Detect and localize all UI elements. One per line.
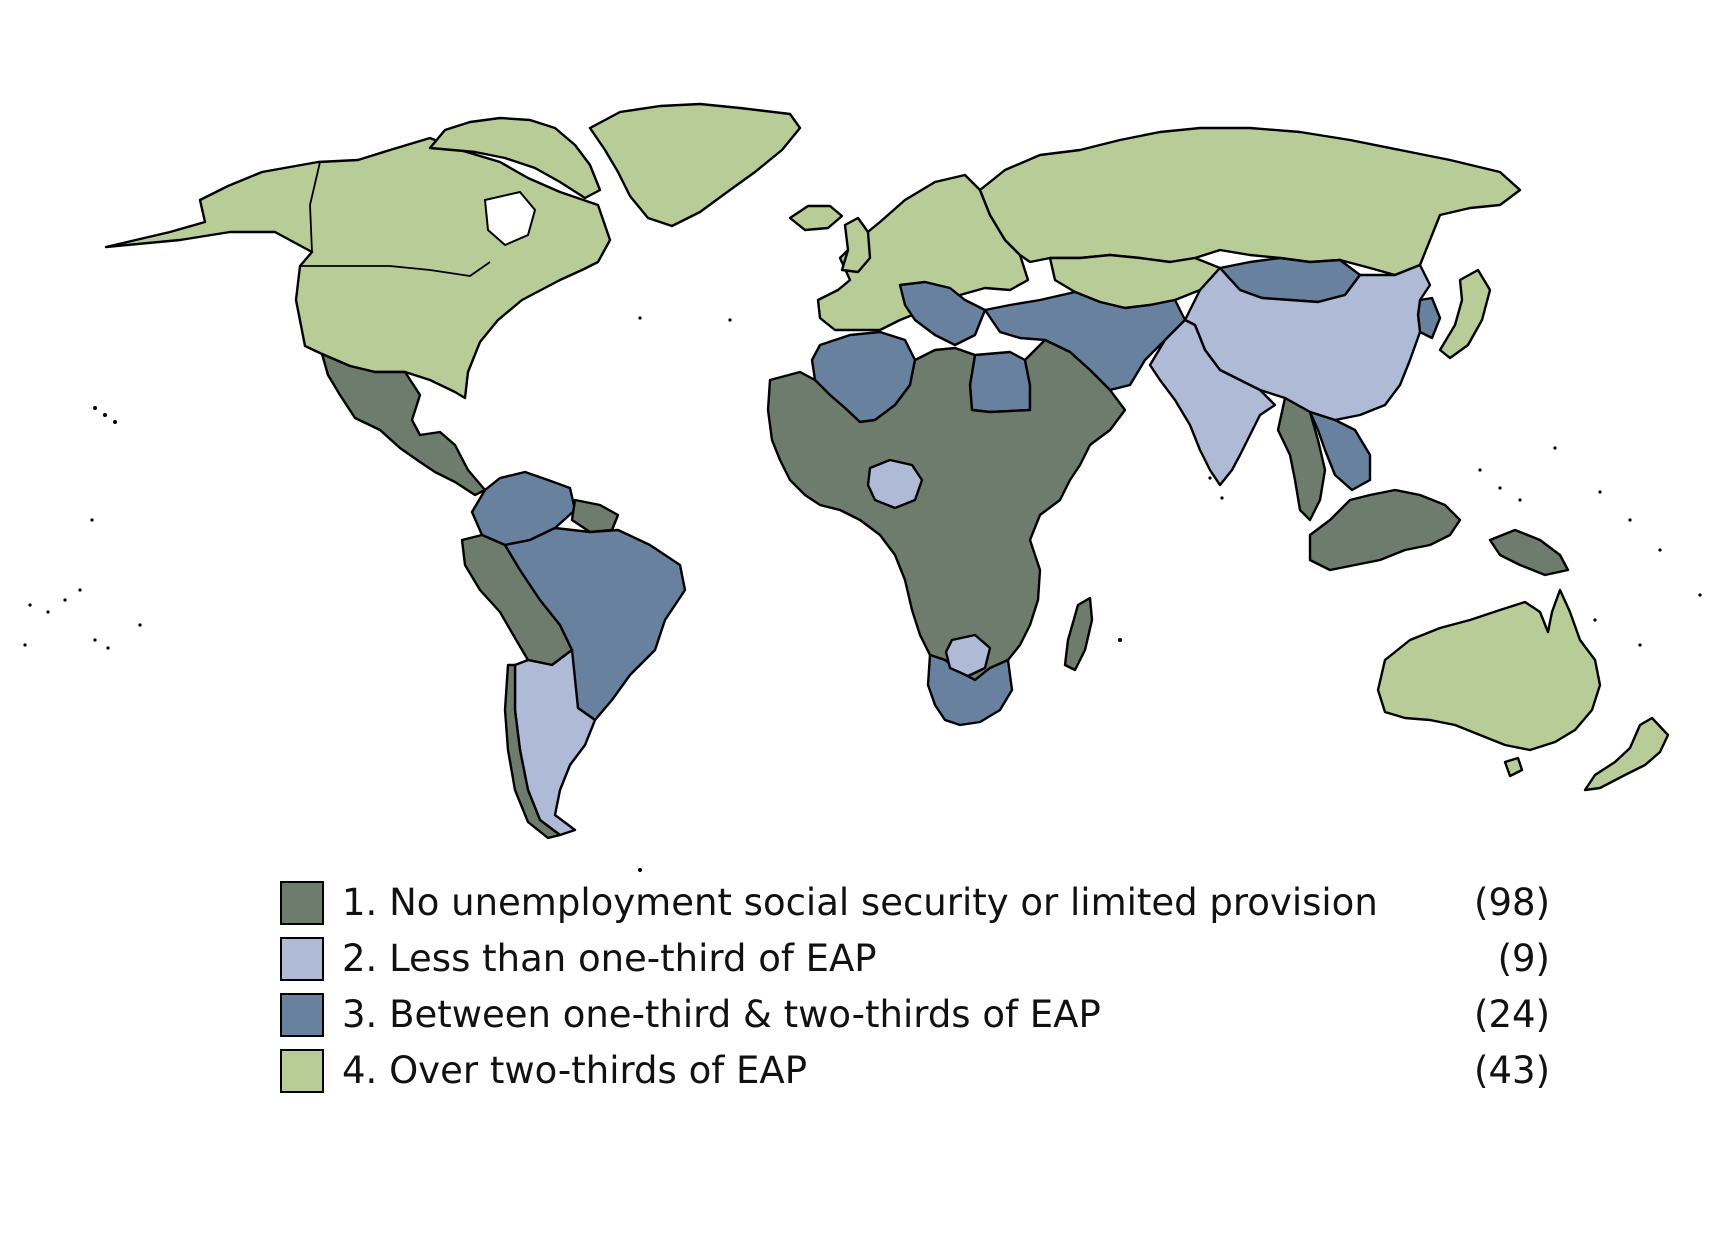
australia-region [1376,588,1602,752]
botswana-region [944,633,992,678]
madagascar-region [1063,596,1094,672]
legend-count-cat2: (9) [1497,937,1550,980]
legend-label-cat3: 3. Between one-third & two-thirds of EAP [342,993,1101,1036]
nigeria-region [866,458,924,510]
greenland-region [588,102,802,228]
north-america-region [104,136,612,400]
new-zealand-region [1583,716,1670,792]
southeast-asia-region [1276,396,1327,522]
brazil-region [503,526,687,722]
tasmania-region [1503,756,1524,778]
guianas-region [570,498,620,534]
northern-south-america-region [470,470,577,547]
korea-region [1416,296,1442,340]
africa-middle-east-region [766,338,1127,682]
map-legend: 1. No unemployment social security or li… [280,876,1550,1100]
legend-swatch-cat3 [280,993,324,1037]
legend-item-cat1: 1. No unemployment social security or li… [280,876,1550,932]
russia-region [978,126,1522,277]
legend-item-cat4: 4. Over two-thirds of EAP (43) [280,1044,1550,1100]
legend-label-cat1: 1. No unemployment social security or li… [342,881,1378,924]
egypt-region [968,350,1032,414]
legend-label-cat2: 2. Less than one-third of EAP [342,937,877,980]
western-europe-region [816,173,1030,332]
southeast-europe-region [898,280,987,347]
legend-count-cat4: (43) [1474,1049,1550,1092]
iceland-region [788,204,844,232]
us-canada-border [300,261,491,277]
chile-strip [503,663,562,840]
legend-swatch-cat2 [280,937,324,981]
legend-count-cat3: (24) [1474,993,1550,1036]
pacific-islets [23,316,1702,872]
legend-count-cat1: (98) [1474,881,1550,924]
legend-swatch-cat1 [280,881,324,925]
legend-item-cat3: 3. Between one-third & two-thirds of EAP… [280,988,1550,1044]
legend-item-cat2: 2. Less than one-third of EAP (9) [280,932,1550,988]
legend-label-cat4: 4. Over two-thirds of EAP [342,1049,808,1092]
japan-region [1438,268,1492,360]
canadian-arctic-islands-region [428,116,602,200]
legend-swatch-cat4 [280,1049,324,1093]
papua-region [1488,528,1570,577]
india-region [1148,318,1277,487]
alaska-border [309,161,321,253]
indonesia-region [1308,488,1462,572]
indochina-region [1308,410,1372,492]
uk-region [840,216,872,274]
